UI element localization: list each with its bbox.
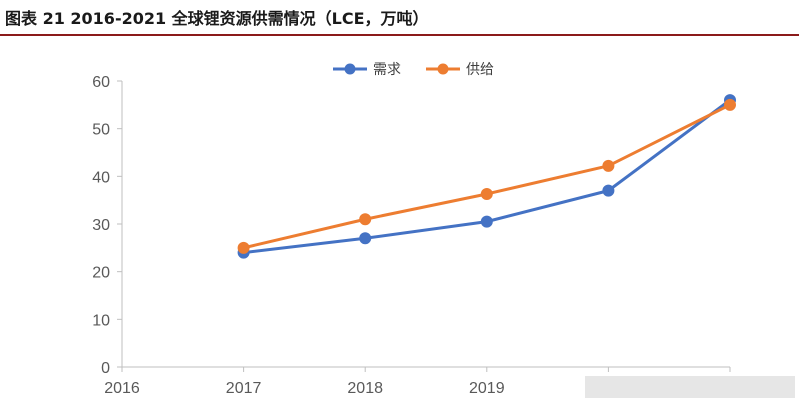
y-tick-label: 50 — [92, 122, 110, 139]
data-point — [237, 241, 250, 254]
x-tick-label: 2017 — [226, 380, 262, 397]
data-point — [359, 232, 372, 245]
watermark-blur — [585, 376, 795, 398]
series-1 — [237, 94, 736, 259]
y-tick-label: 20 — [92, 265, 110, 282]
data-point — [480, 215, 493, 228]
legend-swatch-marker — [437, 63, 449, 75]
chart-title: 图表 21 2016-2021 全球锂资源供需情况（LCE，万吨） — [5, 9, 429, 28]
x-tick-label: 2016 — [104, 380, 140, 397]
legend-item: 供给 — [426, 62, 494, 78]
series-2 — [237, 98, 736, 254]
y-tick-label: 0 — [101, 360, 110, 377]
data-point — [602, 184, 615, 197]
y-tick-label: 60 — [92, 74, 110, 91]
data-point — [359, 213, 372, 226]
data-point — [480, 187, 493, 200]
y-tick-label: 10 — [92, 312, 110, 329]
x-tick-label: 2018 — [347, 380, 383, 397]
x-tick-label: 2019 — [469, 380, 505, 397]
axes — [117, 80, 731, 372]
title-divider — [0, 34, 799, 36]
y-tick-labels: 0 10 20 30 40 50 60 — [92, 74, 110, 377]
legend-label: 供给 — [466, 62, 494, 78]
y-tick-label: 30 — [92, 217, 110, 234]
legend-item: 需求 — [333, 62, 401, 78]
legend: 需求 供给 — [333, 62, 494, 78]
legend-label: 需求 — [373, 62, 401, 78]
data-point — [724, 98, 736, 111]
y-tick-label: 40 — [92, 169, 110, 186]
data-point — [602, 159, 615, 172]
series-layer — [237, 94, 736, 259]
legend-swatch-marker — [344, 63, 356, 75]
